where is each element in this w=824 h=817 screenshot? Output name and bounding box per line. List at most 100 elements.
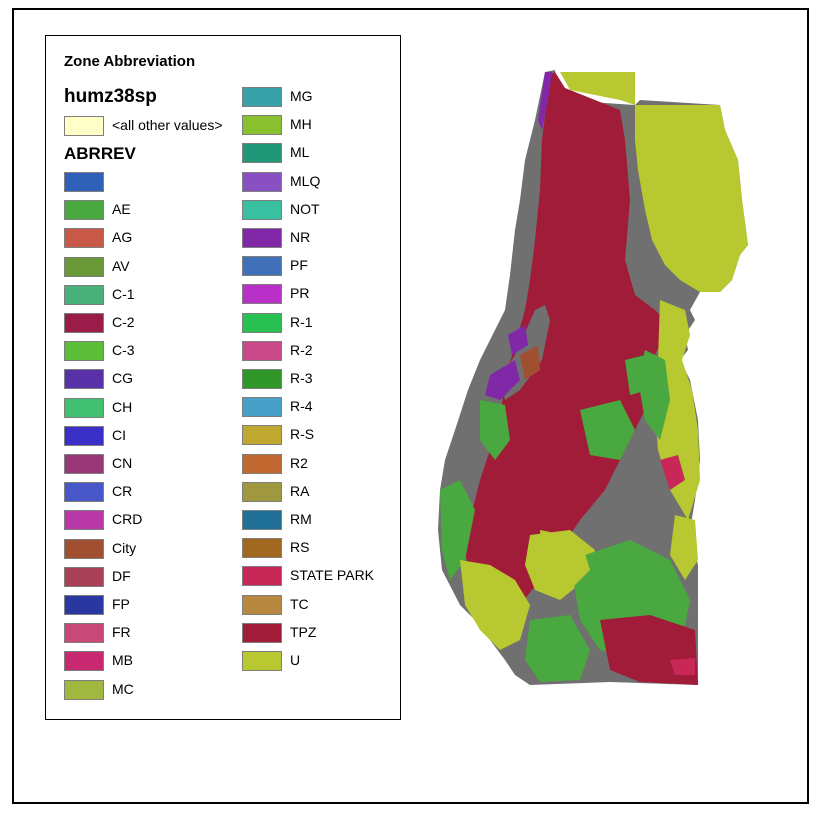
legend-panel: Zone Abbreviation humz38sp <all other va… xyxy=(45,35,401,720)
legend-swatch xyxy=(242,510,282,530)
u-patch-center-south xyxy=(540,530,590,590)
legend-swatch xyxy=(242,87,282,107)
legend-swatch xyxy=(242,481,282,502)
legend-swatch xyxy=(64,482,104,503)
legend-swatch xyxy=(64,651,104,672)
legend-swatch xyxy=(64,116,104,136)
field-name: ABRREV xyxy=(64,144,136,163)
legend-swatch xyxy=(242,115,282,136)
u-region-sw xyxy=(460,560,530,650)
legend-label: RS xyxy=(290,539,310,556)
legend-swatch xyxy=(64,679,104,700)
legend-label: MB xyxy=(112,652,133,669)
legend-swatch xyxy=(64,538,104,559)
purple-patch-1 xyxy=(485,360,520,400)
legend-swatch xyxy=(64,200,104,221)
legend-swatch xyxy=(64,256,104,277)
legend-swatch xyxy=(64,228,104,249)
legend-label: R2 xyxy=(290,454,308,471)
u-region-north xyxy=(560,72,635,105)
legend-swatch xyxy=(64,425,104,446)
legend-swatch xyxy=(242,340,282,361)
legend-swatch xyxy=(64,341,104,362)
layer-name: humz38sp xyxy=(64,86,157,107)
purple-strip-north xyxy=(538,72,552,130)
legend-swatch xyxy=(64,623,104,644)
legend-label: C-2 xyxy=(112,314,135,330)
legend-label: CN xyxy=(112,455,133,471)
legend-label: MC xyxy=(112,680,134,697)
legend-swatch xyxy=(64,284,104,305)
green-region-west xyxy=(480,400,510,460)
legend-label: CH xyxy=(112,398,133,415)
green-patch-center xyxy=(580,400,635,460)
legend-swatch xyxy=(242,284,282,305)
legend-swatch xyxy=(242,199,282,220)
legend-label: RA xyxy=(290,482,310,499)
legend-swatch xyxy=(64,172,104,192)
zoning-map xyxy=(438,70,748,685)
legend-label: FR xyxy=(112,624,131,641)
legend-label: RM xyxy=(290,511,312,527)
legend-label: MH xyxy=(290,116,312,133)
u-region-east xyxy=(635,105,748,292)
legend-swatch xyxy=(242,566,282,587)
legend-label: U xyxy=(290,652,301,668)
map-layer xyxy=(438,70,748,685)
legend-label: DF xyxy=(112,567,131,584)
legend-label: <all other values> xyxy=(112,117,223,133)
legend-label: C-3 xyxy=(112,342,135,359)
legend-label: CR xyxy=(112,483,133,500)
legend-label: STATE PARK xyxy=(290,567,375,584)
legend-swatch xyxy=(242,143,282,164)
legend-swatch xyxy=(64,397,104,418)
legend-swatch xyxy=(64,454,104,474)
legend-swatch xyxy=(64,595,104,615)
legend-swatch xyxy=(242,425,282,446)
purple-patch-2 xyxy=(508,325,528,355)
legend-title: Zone Abbreviation xyxy=(64,53,196,70)
legend-label: NR xyxy=(290,229,311,245)
legend-label: AE xyxy=(112,201,131,218)
green-region-sw xyxy=(440,480,475,580)
legend-label: FP xyxy=(112,596,130,612)
legend-label: MLQ xyxy=(290,172,321,189)
legend-label: R-2 xyxy=(290,341,313,358)
legend-swatch xyxy=(242,453,282,474)
legend-label: TC xyxy=(290,595,309,612)
legend-label: NOT xyxy=(290,200,320,217)
legend-swatch xyxy=(242,651,282,671)
legend-label: City xyxy=(112,539,137,556)
legend-label: R-1 xyxy=(290,313,313,330)
legend-swatch xyxy=(242,312,282,333)
legend-swatch xyxy=(242,171,282,192)
pink-patch-south xyxy=(670,658,695,675)
legend-swatch xyxy=(242,228,282,248)
legend-label: TPZ xyxy=(290,623,317,640)
legend-swatch xyxy=(64,369,104,390)
legend-swatch xyxy=(64,566,104,587)
legend-swatch xyxy=(242,622,282,643)
legend-label: R-S xyxy=(290,426,315,443)
tpz-region xyxy=(465,72,665,610)
legend-swatch xyxy=(242,256,282,277)
legend-label: PR xyxy=(290,285,310,302)
legend-swatch xyxy=(242,397,282,418)
legend-swatch xyxy=(242,594,282,615)
legend-swatch xyxy=(64,313,104,333)
legend-label: CI xyxy=(112,426,126,443)
green-patch-center2 xyxy=(625,355,648,395)
legend-label: ML xyxy=(290,144,310,161)
legend-label: CRD xyxy=(112,511,143,528)
u-patch-se xyxy=(670,515,698,580)
legend-label: CG xyxy=(112,370,133,387)
legend-label: AG xyxy=(112,229,133,246)
legend-label: MG xyxy=(290,88,313,104)
legend-swatch xyxy=(242,538,282,559)
brown-patch xyxy=(520,345,540,380)
pink-patch-east xyxy=(660,455,685,490)
legend-swatch xyxy=(242,369,282,389)
legend-label: R-3 xyxy=(290,370,313,386)
green-region-south2 xyxy=(525,615,590,682)
legend-label: C-1 xyxy=(112,285,135,302)
